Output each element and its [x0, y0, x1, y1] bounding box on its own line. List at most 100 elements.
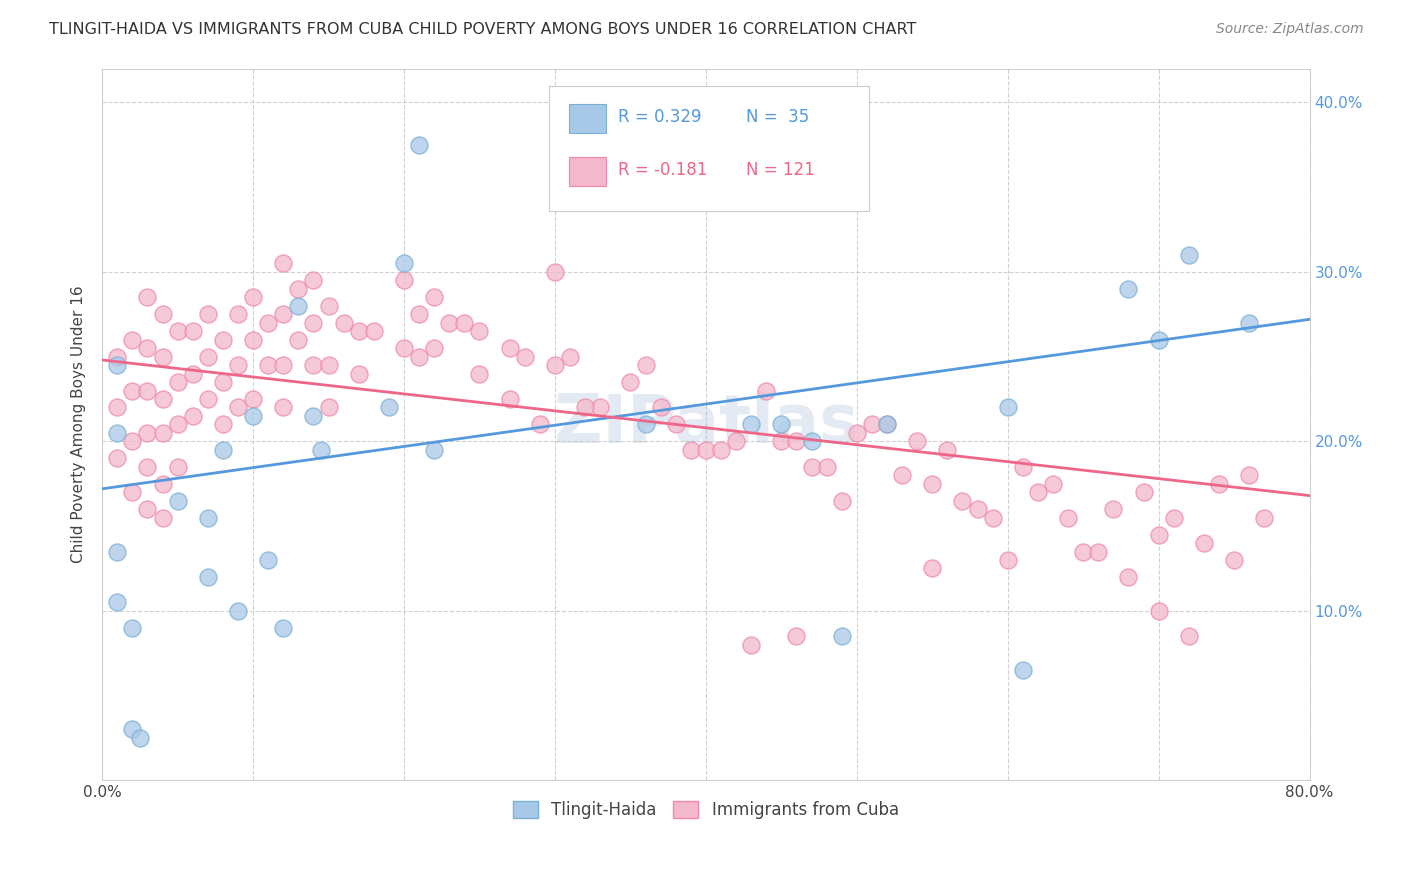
Immigrants from Cuba [574, 401, 596, 415]
Immigrants from Cuba [905, 434, 928, 449]
Immigrants from Cuba [1147, 527, 1170, 541]
Immigrants from Cuba [136, 341, 159, 355]
Immigrants from Cuba [952, 493, 974, 508]
Tlingit-Haida [129, 731, 152, 745]
Tlingit-Haida [271, 621, 294, 635]
Immigrants from Cuba [121, 333, 143, 347]
Immigrants from Cuba [1011, 459, 1033, 474]
Immigrants from Cuba [392, 273, 415, 287]
Immigrants from Cuba [439, 316, 461, 330]
Immigrants from Cuba [152, 476, 174, 491]
Text: N =  35: N = 35 [745, 108, 808, 126]
Tlingit-Haida [105, 544, 128, 558]
Immigrants from Cuba [271, 358, 294, 372]
Tlingit-Haida [226, 604, 249, 618]
Immigrants from Cuba [740, 638, 762, 652]
Tlingit-Haida [309, 442, 332, 457]
Bar [569, 104, 606, 133]
Immigrants from Cuba [544, 265, 567, 279]
Tlingit-Haida [1011, 663, 1033, 677]
Immigrants from Cuba [152, 425, 174, 440]
Tlingit-Haida [408, 137, 430, 152]
Immigrants from Cuba [242, 290, 264, 304]
Tlingit-Haida [423, 442, 446, 457]
Immigrants from Cuba [665, 417, 688, 432]
Immigrants from Cuba [105, 451, 128, 466]
Tlingit-Haida [770, 417, 793, 432]
Immigrants from Cuba [1071, 544, 1094, 558]
Immigrants from Cuba [152, 350, 174, 364]
Immigrants from Cuba [197, 307, 219, 321]
Immigrants from Cuba [1102, 502, 1125, 516]
Immigrants from Cuba [997, 553, 1019, 567]
Immigrants from Cuba [257, 316, 280, 330]
Immigrants from Cuba [136, 459, 159, 474]
Immigrants from Cuba [105, 401, 128, 415]
Immigrants from Cuba [1192, 536, 1215, 550]
Tlingit-Haida [121, 723, 143, 737]
Immigrants from Cuba [136, 502, 159, 516]
Tlingit-Haida [166, 493, 188, 508]
Text: ZIPatlas: ZIPatlas [554, 392, 858, 458]
Immigrants from Cuba [136, 384, 159, 398]
Immigrants from Cuba [271, 401, 294, 415]
Tlingit-Haida [1178, 248, 1201, 262]
Immigrants from Cuba [650, 401, 672, 415]
Tlingit-Haida [197, 510, 219, 524]
Immigrants from Cuba [558, 350, 581, 364]
Immigrants from Cuba [226, 358, 249, 372]
Tlingit-Haida [800, 434, 823, 449]
Immigrants from Cuba [271, 307, 294, 321]
Immigrants from Cuba [981, 510, 1004, 524]
Immigrants from Cuba [1118, 570, 1140, 584]
Immigrants from Cuba [891, 468, 914, 483]
Immigrants from Cuba [1057, 510, 1080, 524]
Immigrants from Cuba [318, 401, 340, 415]
Tlingit-Haida [105, 595, 128, 609]
Tlingit-Haida [242, 409, 264, 423]
Immigrants from Cuba [408, 350, 430, 364]
Immigrants from Cuba [121, 485, 143, 500]
Immigrants from Cuba [1223, 553, 1246, 567]
Tlingit-Haida [1237, 316, 1260, 330]
Immigrants from Cuba [302, 316, 325, 330]
Tlingit-Haida [1118, 282, 1140, 296]
Immigrants from Cuba [181, 324, 204, 338]
Tlingit-Haida [740, 417, 762, 432]
Immigrants from Cuba [499, 341, 522, 355]
Immigrants from Cuba [966, 502, 988, 516]
Tlingit-Haida [665, 120, 688, 135]
Immigrants from Cuba [271, 256, 294, 270]
Text: R = 0.329: R = 0.329 [617, 108, 702, 126]
Immigrants from Cuba [152, 392, 174, 406]
Immigrants from Cuba [136, 290, 159, 304]
Immigrants from Cuba [332, 316, 354, 330]
Immigrants from Cuba [242, 333, 264, 347]
Tlingit-Haida [257, 553, 280, 567]
Y-axis label: Child Poverty Among Boys Under 16: Child Poverty Among Boys Under 16 [72, 285, 86, 563]
Immigrants from Cuba [408, 307, 430, 321]
Immigrants from Cuba [242, 392, 264, 406]
Immigrants from Cuba [1132, 485, 1154, 500]
Immigrants from Cuba [363, 324, 385, 338]
Immigrants from Cuba [197, 350, 219, 364]
Immigrants from Cuba [845, 425, 868, 440]
Immigrants from Cuba [1253, 510, 1275, 524]
Tlingit-Haida [105, 358, 128, 372]
Immigrants from Cuba [347, 324, 370, 338]
Immigrants from Cuba [152, 510, 174, 524]
Immigrants from Cuba [695, 442, 717, 457]
Legend: Tlingit-Haida, Immigrants from Cuba: Tlingit-Haida, Immigrants from Cuba [506, 794, 905, 825]
Immigrants from Cuba [468, 324, 491, 338]
Immigrants from Cuba [347, 367, 370, 381]
Immigrants from Cuba [212, 375, 235, 389]
Text: N = 121: N = 121 [745, 161, 814, 178]
Immigrants from Cuba [197, 392, 219, 406]
Immigrants from Cuba [1178, 629, 1201, 643]
Immigrants from Cuba [318, 358, 340, 372]
Tlingit-Haida [831, 629, 853, 643]
Tlingit-Haida [997, 401, 1019, 415]
Tlingit-Haida [287, 299, 309, 313]
Tlingit-Haida [105, 425, 128, 440]
Immigrants from Cuba [499, 392, 522, 406]
